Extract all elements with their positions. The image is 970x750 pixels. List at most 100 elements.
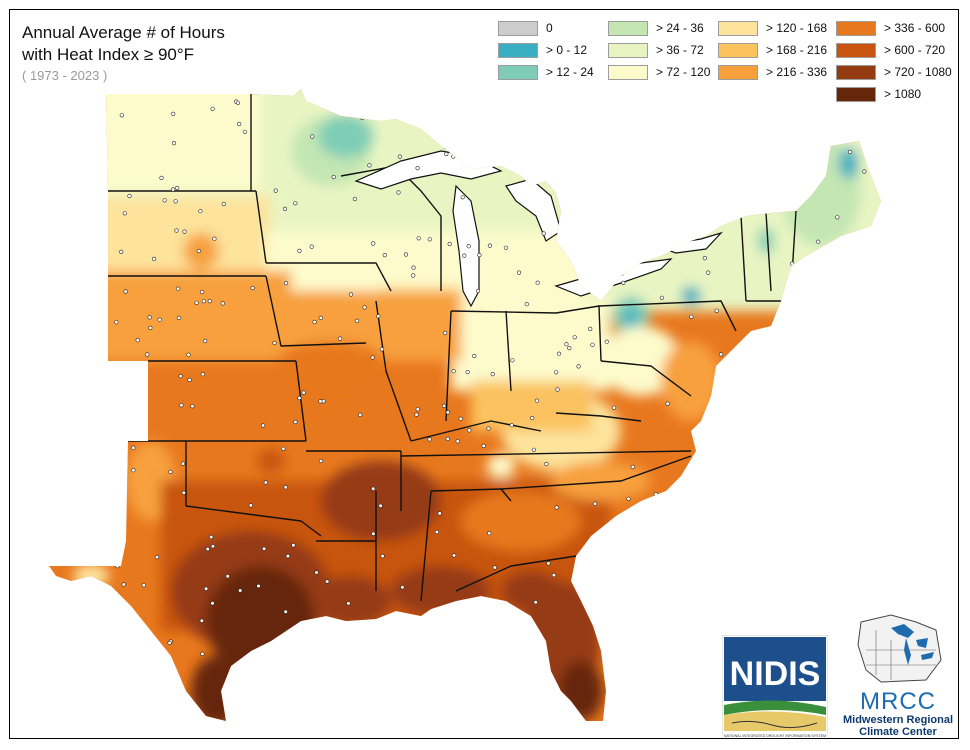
legend-label: > 336 - 600	[884, 21, 946, 35]
station-marker	[207, 299, 212, 304]
station-marker	[451, 154, 456, 159]
station-marker	[797, 523, 802, 529]
station-marker	[472, 353, 477, 359]
station-marker	[546, 561, 551, 566]
station-marker	[403, 252, 409, 257]
station-marker	[838, 415, 843, 420]
station-marker	[348, 112, 353, 117]
station-marker	[482, 156, 487, 161]
station-marker	[318, 458, 324, 464]
station-marker	[517, 609, 522, 615]
station-marker	[609, 193, 614, 198]
map-frame: Annual Average # of Hours with Heat Inde…	[9, 9, 959, 739]
legend-swatch	[718, 64, 758, 80]
station-marker	[561, 187, 566, 192]
station-marker	[626, 533, 632, 539]
station-marker	[685, 500, 690, 505]
station-marker	[159, 175, 164, 180]
legend-label: > 0 - 12	[546, 43, 588, 57]
legend-swatch	[608, 42, 648, 58]
legend-swatch	[498, 42, 538, 58]
station-marker	[447, 241, 452, 247]
station-marker	[608, 146, 613, 151]
station-marker	[293, 201, 298, 206]
legend-label: > 120 - 168	[766, 21, 828, 35]
station-marker	[443, 330, 448, 336]
station-marker	[646, 527, 651, 533]
station-marker	[556, 351, 562, 356]
station-marker	[283, 485, 288, 490]
station-marker	[724, 560, 729, 565]
station-marker	[210, 544, 215, 549]
legend-item: > 36 - 72	[608, 42, 704, 58]
station-marker	[659, 295, 665, 300]
legend-swatch	[836, 64, 876, 80]
station-marker	[400, 585, 405, 590]
station-marker	[816, 239, 821, 244]
station-marker	[530, 415, 535, 421]
station-marker	[591, 608, 596, 614]
station-marker	[372, 699, 377, 705]
station-marker	[611, 405, 617, 410]
station-marker	[790, 261, 795, 266]
station-marker	[176, 315, 181, 321]
station-marker	[576, 364, 581, 369]
legend-item: > 24 - 36	[608, 20, 704, 36]
station-marker	[282, 206, 288, 211]
station-marker	[451, 369, 456, 374]
legend-item: 0	[498, 20, 553, 36]
station-marker	[154, 554, 160, 560]
station-marker	[311, 687, 316, 692]
station-marker	[221, 201, 226, 207]
station-marker	[709, 534, 714, 539]
nidis-caption: NATIONAL INTEGRATED DROUGHT INFORMATION …	[724, 734, 826, 738]
station-marker	[653, 492, 659, 497]
station-marker	[119, 249, 124, 254]
mrcc-line-2: Climate Center	[859, 726, 937, 738]
station-marker	[200, 651, 205, 657]
station-marker	[509, 423, 514, 428]
station-marker	[331, 174, 336, 180]
station-marker	[450, 630, 456, 635]
station-marker	[533, 600, 538, 605]
station-marker	[610, 633, 615, 638]
heat-index-map	[49, 89, 881, 721]
legend-label: > 168 - 216	[766, 43, 828, 57]
station-marker	[209, 534, 214, 540]
station-marker	[782, 354, 787, 359]
station-marker	[131, 468, 136, 473]
station-marker	[314, 570, 319, 575]
station-marker	[176, 708, 182, 713]
legend-item: > 12 - 24	[498, 64, 594, 80]
station-marker	[415, 166, 420, 171]
station-marker	[835, 215, 840, 220]
station-marker	[338, 336, 343, 341]
station-marker	[604, 339, 609, 344]
station-marker	[519, 656, 524, 661]
station-marker	[714, 308, 719, 313]
station-marker	[542, 660, 547, 666]
station-marker	[567, 346, 572, 351]
station-marker	[551, 572, 557, 578]
legend-label: > 1080	[884, 87, 922, 101]
station-marker	[630, 552, 635, 557]
station-marker	[848, 440, 853, 445]
station-marker	[196, 248, 201, 254]
station-marker	[555, 692, 561, 697]
station-marker	[354, 318, 360, 324]
legend-label: > 36 - 72	[656, 43, 704, 57]
station-marker	[535, 280, 540, 285]
station-marker	[800, 425, 805, 430]
station-marker	[379, 347, 385, 352]
station-marker	[484, 130, 489, 136]
legend-label: > 24 - 36	[656, 21, 704, 35]
station-marker	[716, 181, 722, 186]
station-marker	[371, 531, 376, 536]
station-marker	[416, 236, 421, 241]
station-marker	[554, 370, 559, 375]
station-marker	[205, 546, 210, 552]
station-marker	[237, 121, 242, 127]
station-marker	[487, 243, 493, 248]
station-marker	[650, 635, 656, 640]
station-marker	[201, 299, 206, 304]
